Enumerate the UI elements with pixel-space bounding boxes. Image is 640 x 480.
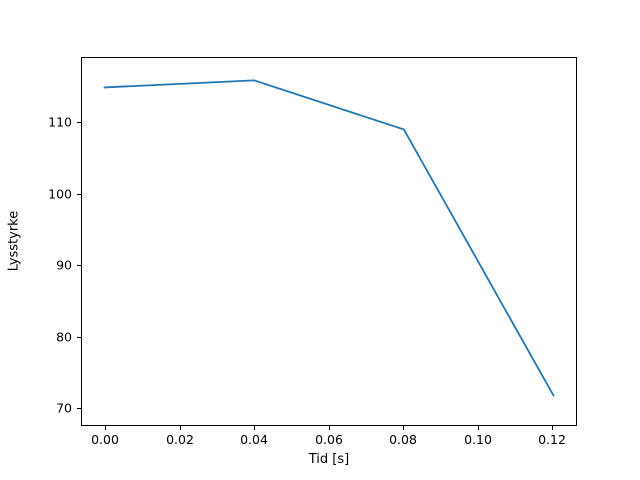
y-tick-mark-90 bbox=[77, 265, 81, 267]
x-tick-label-006: 0.06 bbox=[315, 432, 343, 447]
x-tick-label-004: 0.04 bbox=[240, 432, 268, 447]
x-tick-label-012: 0.12 bbox=[538, 432, 566, 447]
x-tick-label-000: 0.00 bbox=[91, 432, 119, 447]
y-tick-label-110: 110 bbox=[48, 114, 72, 130]
y-tick-label-70: 70 bbox=[56, 400, 72, 416]
y-tick-mark-80 bbox=[77, 337, 81, 339]
x-tick-mark-000 bbox=[105, 426, 107, 430]
y-tick-label-90: 90 bbox=[56, 257, 72, 273]
y-tick-label-80: 80 bbox=[56, 329, 72, 345]
plot-area bbox=[81, 57, 577, 426]
x-tick-label-010: 0.10 bbox=[464, 432, 492, 447]
x-tick-mark-008 bbox=[403, 426, 405, 430]
x-tick-mark-012 bbox=[552, 426, 554, 430]
x-tick-mark-004 bbox=[254, 426, 256, 430]
x-tick-label-002: 0.02 bbox=[166, 432, 194, 447]
plot-canvas bbox=[103, 79, 555, 397]
x-tick-label-008: 0.08 bbox=[389, 432, 417, 447]
y-axis-label: Lysstyrke bbox=[6, 210, 22, 272]
y-tick-mark-100 bbox=[77, 194, 81, 196]
x-tick-mark-010 bbox=[478, 426, 480, 430]
x-axis-label: Tid [s] bbox=[308, 452, 350, 467]
data-series-line bbox=[103, 79, 555, 397]
y-tick-mark-70 bbox=[77, 408, 81, 410]
x-tick-mark-006 bbox=[329, 426, 331, 430]
y-tick-mark-110 bbox=[77, 122, 81, 124]
x-tick-mark-002 bbox=[180, 426, 182, 430]
y-tick-label-100: 100 bbox=[48, 186, 72, 202]
